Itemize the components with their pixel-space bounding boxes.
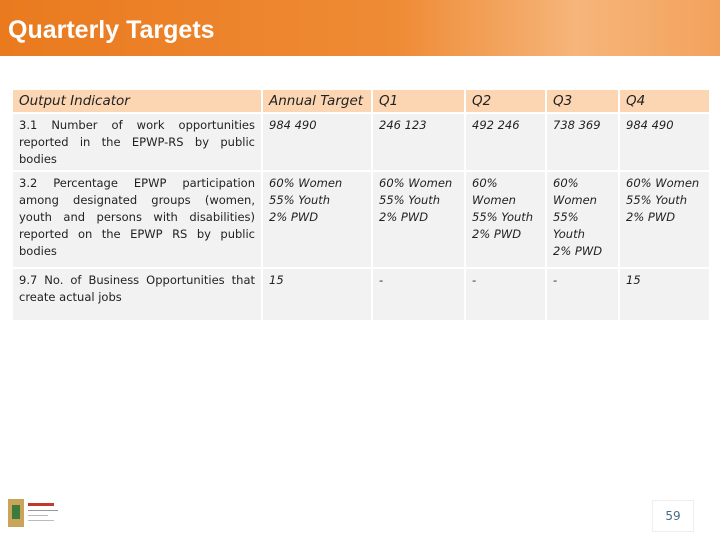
header-row: Output Indicator Annual Target Q1 Q2 Q3 Q4 [11,88,711,114]
table-cell: 3.2 Percentage EPWP participation among … [11,170,263,269]
cell-line: 738 369 [553,118,601,132]
page-number: 59 [652,500,694,532]
cell-line: 55% Youth [472,210,534,224]
logo-line [28,520,54,521]
table-cell: 738 369 [545,112,620,172]
table-cell: 246 123 [371,112,466,172]
table-body: 3.1 Number of work opportunities reporte… [11,112,711,322]
cell-line: 60% [472,176,498,190]
table-row: 9.7 No. of Business Opportunities that c… [11,267,711,322]
header-band [0,0,720,56]
table-cell: 984 490 [261,112,373,172]
logo [8,499,58,527]
cell-line: 55% Youth [379,193,441,207]
cell-line: 984 490 [269,118,317,132]
table-cell: 15 [261,267,373,322]
column-header: Q3 [545,88,620,114]
cell-line: Women [472,193,516,207]
column-header: Q4 [618,88,711,114]
cell-line: 984 490 [626,118,674,132]
table-cell: 60% Women 55% Youth 2% PWD [545,170,620,269]
table-cell: - [371,267,466,322]
table-cell: 60% Women 55% Youth 2% PWD [261,170,373,269]
cell-line: 60% Women [269,176,343,190]
table-cell: 984 490 [618,112,711,172]
cell-line: - [553,273,558,287]
cell-line: 492 246 [472,118,520,132]
cell-line: 2% PWD [472,227,522,241]
cell-line: 9.7 No. of Business Opportunities that c… [19,273,255,304]
cell-line: 55% Youth [626,193,688,207]
table-cell: 60% Women 55% Youth 2% PWD [618,170,711,269]
logo-line [28,510,58,511]
cell-line: 2% PWD [553,244,603,258]
cell-line: 2% PWD [626,210,676,224]
table-row: 3.2 Percentage EPWP participation among … [11,170,711,269]
cell-line: Women [553,193,597,207]
table-cell: 3.1 Number of work opportunities reporte… [11,112,263,172]
table-cell: 60% Women 55% Youth 2% PWD [464,170,547,269]
slide-title: Quarterly Targets [8,16,215,44]
cell-line: 3.2 Percentage EPWP participation among … [19,176,255,258]
column-header: Annual Target [261,88,373,114]
table-cell: - [464,267,547,322]
cell-line: 246 123 [379,118,427,132]
cell-line: - [379,273,384,287]
cell-line: 15 [269,273,284,287]
cell-line: - [472,273,477,287]
targets-table: Output Indicator Annual Target Q1 Q2 Q3 Q4 3.… [11,88,711,322]
table-cell: 9.7 No. of Business Opportunities that c… [11,267,263,322]
crest-detail [12,505,20,519]
table-cell: 492 246 [464,112,547,172]
cell-line: 55% Youth [269,193,331,207]
cell-line: 60% Women [379,176,453,190]
column-header: Q2 [464,88,547,114]
cell-line: 15 [626,273,641,287]
cell-line: 2% PWD [379,210,429,224]
column-header: Q1 [371,88,466,114]
cell-line: 3.1 Number of work opportunities reporte… [19,118,255,166]
cell-line: 55% Youth [553,210,585,241]
cell-line: 60% Women [626,176,700,190]
table-row: 3.1 Number of work opportunities reporte… [11,112,711,172]
column-header: Output Indicator [11,88,263,114]
cell-line: 60% [553,176,579,190]
logo-text-bar [28,503,54,506]
table-cell: 60% Women 55% Youth 2% PWD [371,170,466,269]
logo-line [28,515,48,516]
table-cell: - [545,267,620,322]
cell-line: 2% PWD [269,210,319,224]
table-cell: 15 [618,267,711,322]
